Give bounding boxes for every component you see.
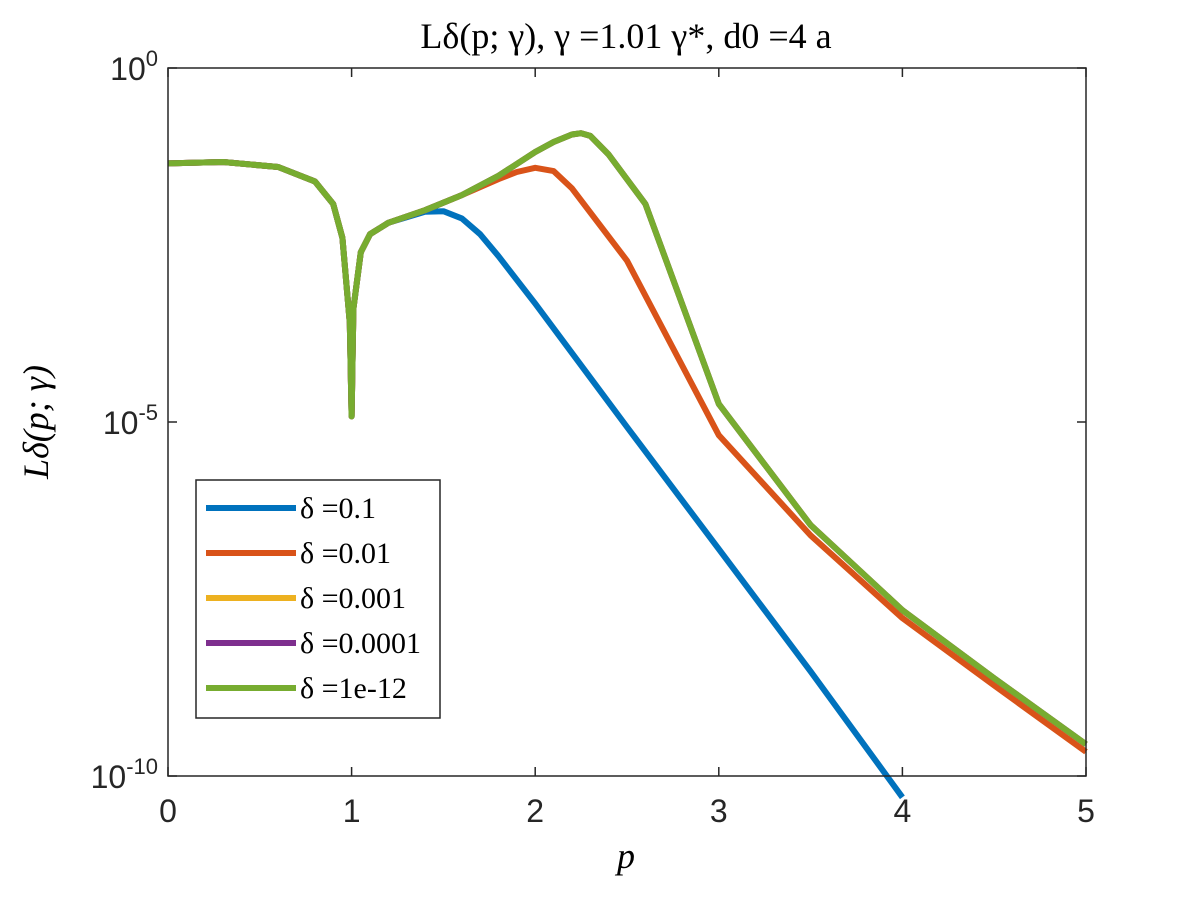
chart-title: Lδ(p; γ), γ =1.01 γ*, d0 =4 a: [420, 16, 831, 56]
x-axis-label: p: [614, 836, 635, 876]
x-tick-label-2: 2: [526, 793, 544, 829]
y-tick-label-2: 10-10: [91, 754, 158, 795]
x-tick-label-5: 5: [1077, 793, 1095, 829]
ticks-layer: 0 1 2 3 4 5 100 10-5 10-10: [91, 46, 1095, 829]
x-tick-label-4: 4: [894, 793, 912, 829]
legend-label-2: δ =0.01: [300, 537, 391, 570]
x-tick-label-0: 0: [159, 793, 177, 829]
x-tick-label-1: 1: [343, 793, 361, 829]
legend-label-4: δ =0.0001: [300, 627, 421, 660]
series-line-5: [167, 130, 1088, 747]
y-axis-label: Lδ(p; γ): [16, 365, 56, 480]
legend-label-1: δ =0.1: [300, 492, 376, 525]
legend: δ =0.1 δ =0.01 δ =0.001 δ =0.0001 δ =1e-12: [195, 479, 441, 719]
legend-items: δ =0.1 δ =0.01 δ =0.001 δ =0.0001 δ =1e-12: [206, 492, 421, 705]
legend-label-5: δ =1e-12: [300, 672, 407, 705]
legend-label-3: δ =0.001: [300, 582, 406, 615]
x-tick-label-3: 3: [710, 793, 728, 829]
y-tick-label-1: 10-5: [103, 400, 158, 441]
series-layer: [167, 130, 1088, 800]
y-tick-label-0: 100: [110, 46, 158, 87]
